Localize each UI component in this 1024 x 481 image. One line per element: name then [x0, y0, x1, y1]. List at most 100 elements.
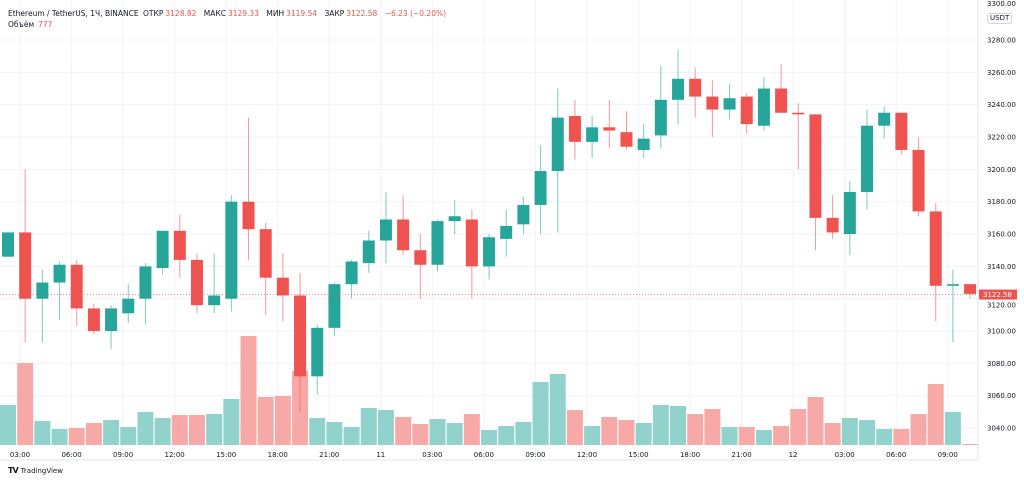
- candle-body: [586, 127, 599, 142]
- candle-body: [551, 117, 564, 171]
- candle-body: [122, 298, 135, 314]
- candle-body: [740, 96, 753, 125]
- volume-bar: [601, 417, 618, 445]
- x-tick-label: 09:00: [525, 451, 545, 459]
- volume-bar: [429, 419, 446, 445]
- y-tick-label: 3160.00: [987, 231, 1016, 239]
- y-tick-label: 3060.00: [987, 392, 1016, 400]
- candle-body: [861, 125, 873, 192]
- volume-bar: [68, 428, 85, 445]
- volume-bar: [841, 418, 858, 445]
- candle-body: [500, 225, 513, 239]
- x-tick-label: 15:00: [216, 451, 236, 459]
- volume-bar: [137, 412, 154, 445]
- candle-body: [929, 211, 942, 286]
- candle-body: [345, 261, 358, 285]
- candle-body: [654, 99, 667, 136]
- tradingview-logo[interactable]: TV TradingView: [8, 466, 63, 475]
- x-tick-label: 12:00: [577, 451, 597, 459]
- symbol-legend: Ethereum / TetherUS, 1Ч, BINANCE ОТКР 312…: [8, 9, 451, 18]
- volume-bar: [309, 418, 326, 445]
- candle-body: [946, 284, 959, 286]
- volume-bar: [326, 422, 343, 445]
- candle-body: [706, 96, 719, 110]
- candle-body: [36, 282, 49, 299]
- candle-body: [190, 259, 203, 306]
- volume-bars: [0, 336, 979, 445]
- y-tick-label: 3140.00: [987, 263, 1016, 271]
- candle-body: [689, 78, 702, 97]
- volume-bar: [223, 399, 240, 445]
- time-axis[interactable]: 03:00 06:00 09:00 12:00 15:00 18:00 21:00 11 03:…: [0, 451, 978, 461]
- candle-body: [809, 114, 822, 218]
- candle-body: [878, 112, 891, 126]
- x-tick-label: 15:00: [628, 451, 648, 459]
- y-tick-label: 3240.00: [987, 101, 1016, 109]
- candle-body: [242, 201, 255, 230]
- volume-bar: [687, 414, 704, 445]
- candle-body: [672, 78, 685, 100]
- candle-body: [173, 230, 186, 260]
- volume-bar: [412, 424, 429, 445]
- candle-body: [895, 112, 908, 150]
- volume-bar: [910, 414, 927, 445]
- volume-bar: [927, 384, 944, 445]
- volume-bar: [824, 423, 841, 445]
- low-label: МИН: [266, 9, 285, 18]
- volume-bar: [515, 422, 532, 445]
- x-tick-label: 12:00: [165, 451, 185, 459]
- volume-bar: [773, 426, 790, 445]
- candle-body: [53, 264, 66, 283]
- y-tick-label: 3200.00: [987, 166, 1016, 174]
- volume-bar: [154, 418, 171, 445]
- candle-body: [964, 284, 977, 294]
- last-price-badge: [979, 289, 1017, 300]
- candle-body: [70, 264, 83, 309]
- volume-bar: [566, 410, 583, 445]
- volume-bar: [859, 420, 875, 445]
- low-value: 3119.54: [286, 9, 318, 18]
- y-tick-label: 3180.00: [987, 198, 1016, 206]
- volume-bar: [188, 415, 205, 445]
- close-label: ЗАКР: [324, 9, 345, 18]
- volume-value: 777: [38, 20, 53, 29]
- volume-bar: [34, 421, 51, 445]
- volume-bar: [893, 429, 910, 445]
- candle-body: [208, 295, 221, 306]
- volume-bar: [257, 397, 274, 445]
- price-axis[interactable]: 3280.00 3260.00 3240.00 3220.00 3200.00 3180.…: [977, 0, 1017, 460]
- volume-bar: [85, 423, 102, 445]
- volume-bar: [463, 414, 480, 445]
- currency-button[interactable]: USDT: [987, 13, 1013, 24]
- x-tick-label: 12: [789, 451, 798, 459]
- symbol-title: Ethereum / TetherUS, 1Ч, BINANCE: [8, 9, 139, 18]
- candle-body: [517, 204, 530, 225]
- tradingview-icon: TV: [8, 466, 19, 475]
- open-label: ОТКР: [143, 9, 164, 18]
- candle-body: [534, 170, 547, 205]
- candle-body: [448, 216, 461, 222]
- candle-body: [156, 230, 169, 268]
- candle-body: [362, 240, 375, 264]
- candle-body: [105, 308, 118, 332]
- candle-body: [620, 132, 633, 147]
- candle-body: [276, 277, 289, 296]
- volume-label: Объём: [8, 20, 35, 29]
- candle-body: [792, 112, 805, 115]
- volume-bar: [360, 408, 377, 445]
- candle-body: [603, 127, 616, 131]
- y-tick-label: 3080.00: [987, 360, 1016, 368]
- candle-body: [637, 138, 650, 150]
- y-tick-label: 3040.00: [987, 425, 1016, 433]
- change-value: −6.23 (−0.20%): [384, 9, 447, 18]
- close-value: 3122.58: [346, 9, 378, 18]
- volume-bar: [498, 426, 515, 445]
- volume-bar: [652, 405, 669, 445]
- candle-body: [465, 219, 478, 267]
- x-tick-label: 06:00: [474, 451, 494, 459]
- volume-bar: [120, 427, 137, 445]
- x-tick-label: 03:00: [10, 451, 30, 459]
- candle-body: [397, 219, 410, 251]
- candles: [0, 49, 978, 412]
